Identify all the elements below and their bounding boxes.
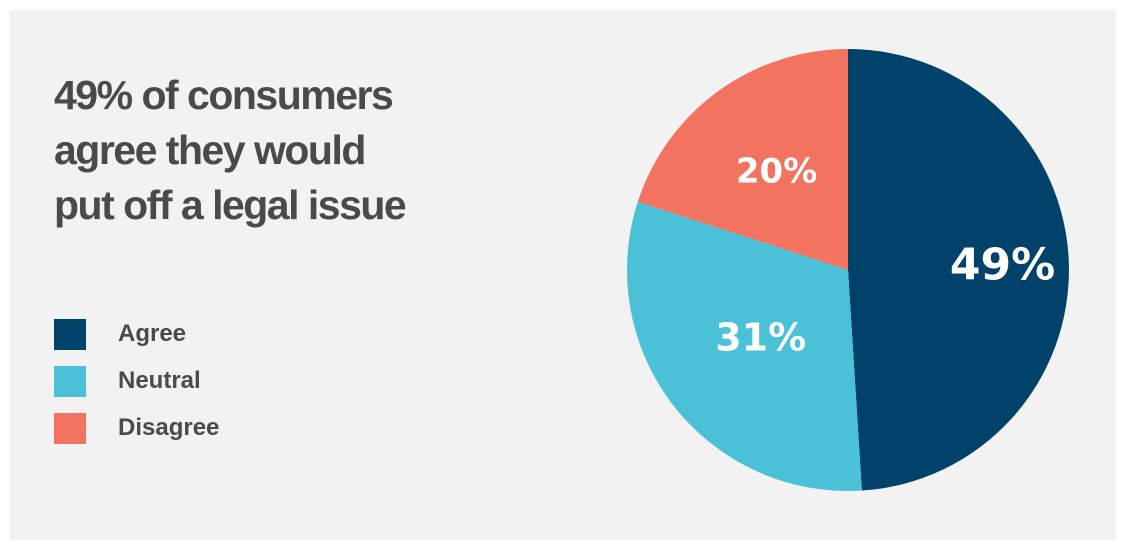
legend-swatch-agree xyxy=(54,319,86,350)
chart-title: 49% of consumers agree they would put of… xyxy=(54,68,514,233)
legend-label-neutral: Neutral xyxy=(118,367,201,394)
legend-swatch-disagree xyxy=(54,413,86,444)
legend-label-agree: Agree xyxy=(118,320,187,347)
chart-title-line-1: 49% of consumers xyxy=(54,72,394,118)
chart-title-line-3: put off a legal issue xyxy=(54,182,407,228)
legend-swatch-neutral xyxy=(54,366,86,397)
chart-title-line-2: agree they would xyxy=(54,127,366,173)
legend-label-disagree: Disagree xyxy=(118,414,220,441)
